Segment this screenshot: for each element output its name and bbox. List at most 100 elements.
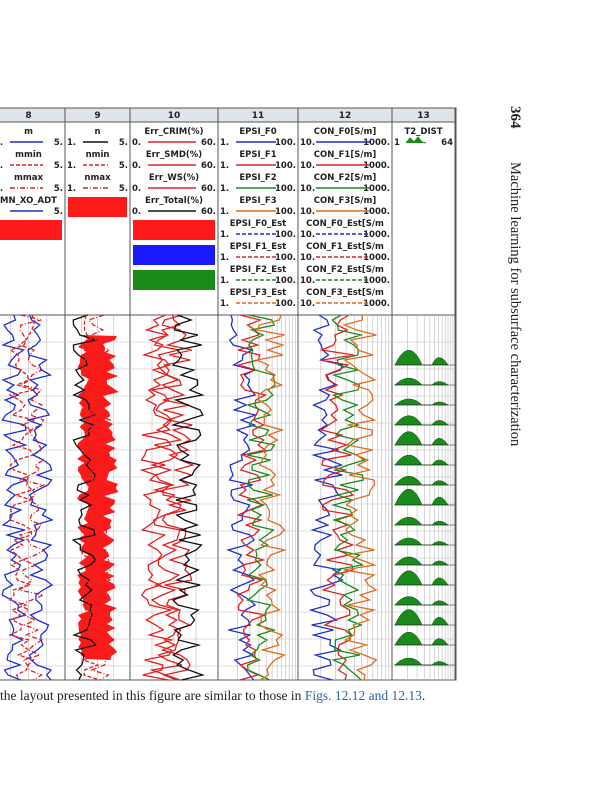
log-curve	[225, 314, 258, 681]
scale-min: 1.	[0, 161, 3, 171]
scale-max: 5.	[119, 161, 128, 171]
curve-name: mmin	[15, 150, 42, 160]
scale-max: 100.	[275, 207, 296, 217]
log-curve	[160, 314, 195, 681]
curve-name: Err_Total(%)	[145, 196, 203, 206]
curve-name: EPSI_F3_Est	[230, 288, 286, 298]
scale-max: 1000.	[363, 230, 390, 240]
curve-name: CON_F2_Est[S/m	[306, 265, 384, 275]
scale-max: 1000.	[363, 138, 390, 148]
curve-name: EPSI_F0_Est	[230, 219, 286, 229]
curve-name: MN_XO_ADT	[0, 196, 57, 206]
scale-max: 100.	[275, 161, 296, 171]
track-number: 9	[94, 111, 100, 121]
distribution	[394, 476, 449, 486]
scale-min: 1.	[220, 230, 229, 240]
scale-min: 10.	[300, 184, 315, 194]
distribution	[394, 377, 449, 386]
curve-name: Err_SMD(%)	[146, 150, 202, 160]
track-number: 13	[417, 111, 430, 121]
curve-name: nmax	[84, 173, 111, 183]
distribution	[394, 431, 449, 446]
log-curve	[170, 314, 205, 681]
distribution	[394, 596, 449, 606]
scale-max: 60.	[201, 161, 216, 171]
scale-min: 1.	[220, 276, 229, 286]
scale-min: 10.	[300, 230, 315, 240]
curve-name: CON_F1_Est[S/m	[306, 242, 384, 252]
fill-swatch	[0, 220, 62, 240]
fill-swatch	[133, 245, 215, 265]
scale-max: 1000.	[363, 253, 390, 263]
scale-min: 1.	[220, 138, 229, 148]
scale-max: 100.	[275, 230, 296, 240]
track-number: 11	[252, 111, 265, 121]
figure-frame	[0, 107, 457, 681]
running-head: Machine learning for subsurface characte…	[507, 162, 523, 447]
scale-min: 0.	[132, 138, 141, 148]
scale-min: 0.	[132, 207, 141, 217]
curve-name: CON_F0_Est[S/m	[306, 219, 384, 229]
scale-max: 100.	[275, 138, 296, 148]
log-curve	[319, 314, 355, 681]
distribution	[394, 398, 449, 406]
scale-max: 5.	[54, 207, 63, 217]
scale-max: 64	[441, 138, 453, 148]
figure-link[interactable]: Figs. 12.12 and 12.13	[304, 688, 422, 703]
log-curve	[139, 314, 174, 681]
curve-name: mmax	[14, 173, 43, 183]
caption: the layout presented in this figure are …	[0, 688, 520, 704]
scale-min: 1.	[0, 138, 3, 148]
scale-max: 60.	[201, 207, 216, 217]
scale-min: 10.	[300, 161, 315, 171]
scale-min: 1.	[220, 161, 229, 171]
scale-min: 10.	[300, 253, 315, 263]
scale-max: 60.	[201, 184, 216, 194]
scale-max: 1000.	[363, 207, 390, 217]
curve-name: n	[94, 127, 100, 137]
distribution	[394, 517, 449, 526]
curve-name: EPSI_F2_Est	[230, 265, 286, 275]
scale-max: 100.	[275, 276, 296, 286]
scale-min: 10.	[300, 276, 315, 286]
scale-min: 1.	[67, 184, 76, 194]
scale-min: 1	[394, 138, 400, 148]
distribution	[394, 415, 449, 426]
track-number: 10	[168, 111, 181, 121]
scale-max: 60.	[201, 138, 216, 148]
scale-min: 10.	[300, 299, 315, 309]
curve-name: CON_F2[S/m]	[314, 173, 377, 183]
log-curve	[245, 314, 277, 681]
log-curve	[25, 314, 54, 681]
scale-min: 1.	[67, 138, 76, 148]
distribution	[394, 570, 449, 586]
curve-name: Err_WS(%)	[149, 173, 199, 183]
caption-end: .	[421, 688, 426, 703]
curve-name: EPSI_F0	[239, 127, 276, 137]
scale-min: 10.	[300, 138, 315, 148]
distribution	[394, 349, 449, 366]
caption-text: the layout presented in this figure are …	[0, 688, 305, 703]
log-curve	[1, 314, 29, 681]
curve-name: nmin	[86, 150, 110, 160]
scale-max: 5.	[54, 161, 63, 171]
scale-max: 100.	[275, 184, 296, 194]
log-curve	[80, 314, 105, 681]
curve-swatch	[405, 136, 427, 144]
distribution	[394, 488, 449, 506]
header-band	[0, 107, 457, 123]
scale-max: 1000.	[363, 161, 390, 171]
scale-max: 1000.	[363, 299, 390, 309]
fill-swatch	[133, 270, 215, 290]
curve-name: EPSI_F2	[239, 173, 276, 183]
curve-name: CON_F3_Est[S/m	[306, 288, 384, 298]
scale-min: 1.	[220, 184, 229, 194]
scale-max: 1000.	[363, 276, 390, 286]
scale-max: 100.	[275, 299, 296, 309]
curve-name: m	[24, 127, 33, 137]
scale-min: 1.	[0, 184, 3, 194]
curve-name: CON_F1[S/m]	[314, 150, 377, 160]
distribution	[394, 631, 449, 646]
log-curve	[331, 314, 366, 681]
